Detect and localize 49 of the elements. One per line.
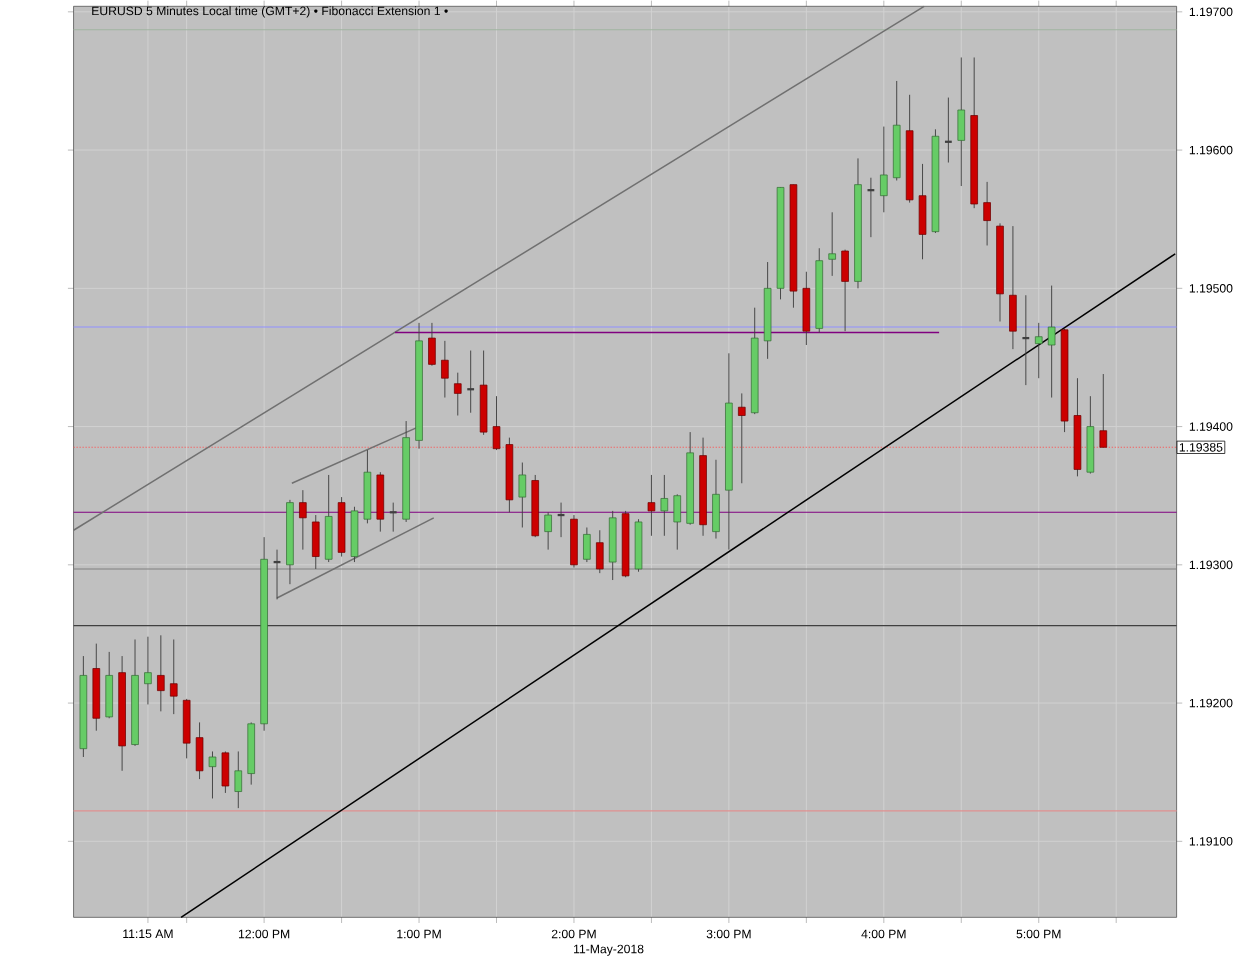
candlestick [1086,395,1095,475]
candlestick [738,392,746,484]
candlestick [983,181,991,246]
candlestick [144,636,152,705]
candlestick [157,634,165,712]
candlestick [828,211,836,277]
candlestick [350,506,359,563]
candlestick [712,459,720,540]
candlestick [169,639,178,715]
candlestick [596,529,604,574]
candlestick [1034,322,1043,379]
candlestick [182,698,191,759]
candlestick [880,126,888,213]
candlestick [492,395,501,451]
candlestick [634,518,643,573]
candlestick [544,511,552,551]
candlestick [363,449,372,524]
candlestick [943,97,953,163]
candlestick [479,350,488,436]
candlestick [388,502,398,533]
candlestick [221,750,230,794]
candlestick [957,56,966,187]
candlestick [608,510,617,581]
candlestick [647,474,656,537]
candlestick [311,514,320,570]
candlestick [918,163,927,260]
candlestick [802,271,811,346]
candlestick [1009,225,1017,350]
candlestick [673,493,682,551]
candlestick [1099,373,1108,448]
candlestick [453,372,462,416]
candlestick [660,474,669,537]
candlestick [518,462,527,528]
candlestick [208,750,217,799]
candlestick [866,177,876,238]
candlestick [234,750,243,809]
candlestick [195,721,204,780]
candlestick [441,340,449,399]
candlestick [428,322,436,367]
candlestick [583,527,591,563]
candlestick [570,514,578,569]
candlestick [105,651,113,719]
candlestick [376,471,385,533]
candlestick [324,474,333,563]
candlestick [299,489,307,551]
candlestick [841,249,849,332]
candlestick [1021,294,1031,386]
candlestick [1047,285,1056,399]
candlestick [466,350,476,414]
